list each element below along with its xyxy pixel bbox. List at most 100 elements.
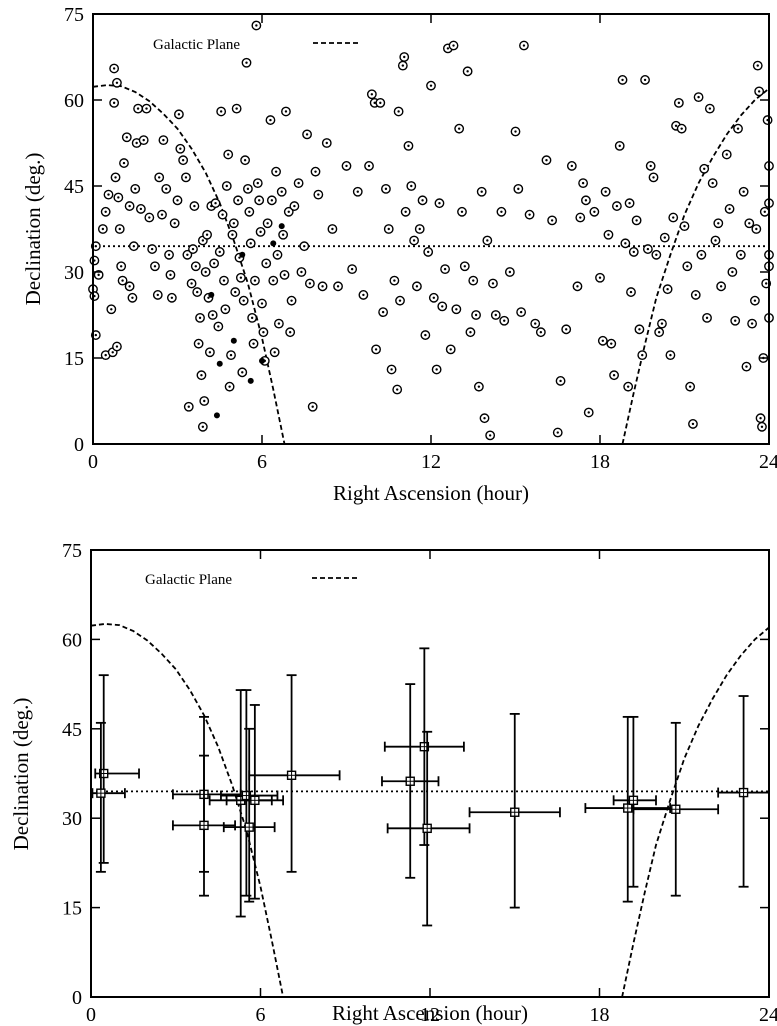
data-point [668, 212, 679, 223]
data-point [603, 229, 614, 240]
data-point [255, 226, 266, 237]
data-point [375, 97, 386, 108]
data-point [112, 341, 122, 352]
data-point [623, 381, 634, 392]
data-point [702, 312, 712, 323]
data-point [724, 204, 735, 214]
data-point [513, 183, 524, 194]
data-point [751, 224, 762, 234]
data-point [420, 330, 431, 340]
data-point [541, 155, 552, 166]
galactic-plane-curve [92, 84, 286, 445]
data-point [490, 310, 501, 320]
data-point-filled [278, 223, 285, 230]
galactic-plane-curve [621, 87, 770, 445]
data-point [251, 20, 262, 31]
data-point [744, 218, 755, 229]
data-point [262, 218, 273, 229]
plot-points [91, 647, 770, 927]
x-tick-label: 24 [759, 451, 777, 473]
data-point [389, 275, 400, 286]
data-point [147, 244, 158, 254]
data-point [247, 312, 258, 323]
plot-points [88, 20, 774, 441]
y-axis-label: Declination (deg.) [21, 153, 45, 306]
data-point [169, 218, 180, 229]
data-point [252, 178, 263, 189]
errorbar-panel-bottom: 0 6 12 18 24 0 15 30 45 60 75 Galactic Plane Right… [9, 540, 777, 1026]
data-point [166, 292, 177, 303]
data-point [109, 63, 120, 74]
data-point [117, 275, 128, 286]
data-point [648, 172, 659, 183]
data-point [347, 264, 358, 275]
data-point [645, 161, 656, 171]
data-point [189, 201, 200, 211]
scatter-panel-top: 0 6 12 18 24 0 15 30 45 60 75 Galactic Plane Right… [21, 4, 777, 505]
axis-ticks [90, 549, 770, 998]
data-point [244, 206, 255, 217]
x-axis-label: Right Ascension (hour) [333, 481, 529, 505]
data-point [757, 421, 767, 432]
data-point [216, 106, 227, 117]
data-point [172, 195, 183, 206]
data-point [221, 181, 232, 191]
data-point [113, 192, 124, 203]
data-point [713, 218, 724, 229]
data-point [313, 189, 324, 200]
data-point [552, 427, 563, 438]
plot-frame [92, 13, 770, 445]
data-point [659, 232, 670, 243]
data-point [116, 261, 127, 272]
data-point [595, 272, 605, 283]
data-point [426, 80, 436, 91]
data-point [699, 163, 710, 174]
data-point [114, 224, 125, 234]
data-point [555, 376, 566, 386]
y-tick-label: 30 [64, 262, 84, 284]
data-point [182, 249, 193, 260]
data-point [220, 304, 231, 315]
data-point [414, 224, 425, 234]
y-axis-label: Declination (deg.) [9, 698, 33, 851]
data-point [281, 106, 291, 117]
data-point [257, 298, 267, 309]
data-point-filled [213, 412, 220, 419]
data-point [437, 301, 448, 312]
data-point [254, 195, 265, 206]
data-point-filled [208, 291, 215, 298]
data-point [321, 138, 332, 148]
x-tick-label: 6 [257, 451, 267, 473]
data-point [237, 367, 248, 378]
data-point [754, 86, 765, 97]
data-point [333, 281, 343, 292]
data-point [665, 350, 676, 361]
data-point [468, 275, 479, 286]
data-point [165, 269, 176, 280]
legend: Galactic Plane [153, 37, 358, 53]
data-point [200, 267, 211, 277]
errorbar-point [386, 730, 471, 927]
errorbar-point [612, 715, 657, 888]
errorbar-point [468, 713, 561, 909]
data-point [499, 315, 510, 326]
data-point [471, 310, 481, 320]
data-point [583, 407, 594, 418]
data-point [204, 347, 215, 358]
data-point [197, 421, 208, 432]
data-point [289, 201, 300, 211]
errorbar-point [632, 721, 720, 897]
data-point [150, 261, 160, 272]
data-point-filled [247, 377, 254, 384]
data-point [224, 381, 235, 392]
data-point [696, 249, 707, 260]
data-point [241, 57, 252, 68]
data-point [738, 186, 749, 197]
data-point [130, 183, 141, 194]
data-point [364, 161, 374, 171]
data-point [626, 287, 636, 297]
y-tick-label: 75 [62, 540, 82, 562]
data-point [530, 318, 541, 329]
data-point [124, 201, 135, 211]
data-point [721, 149, 732, 160]
